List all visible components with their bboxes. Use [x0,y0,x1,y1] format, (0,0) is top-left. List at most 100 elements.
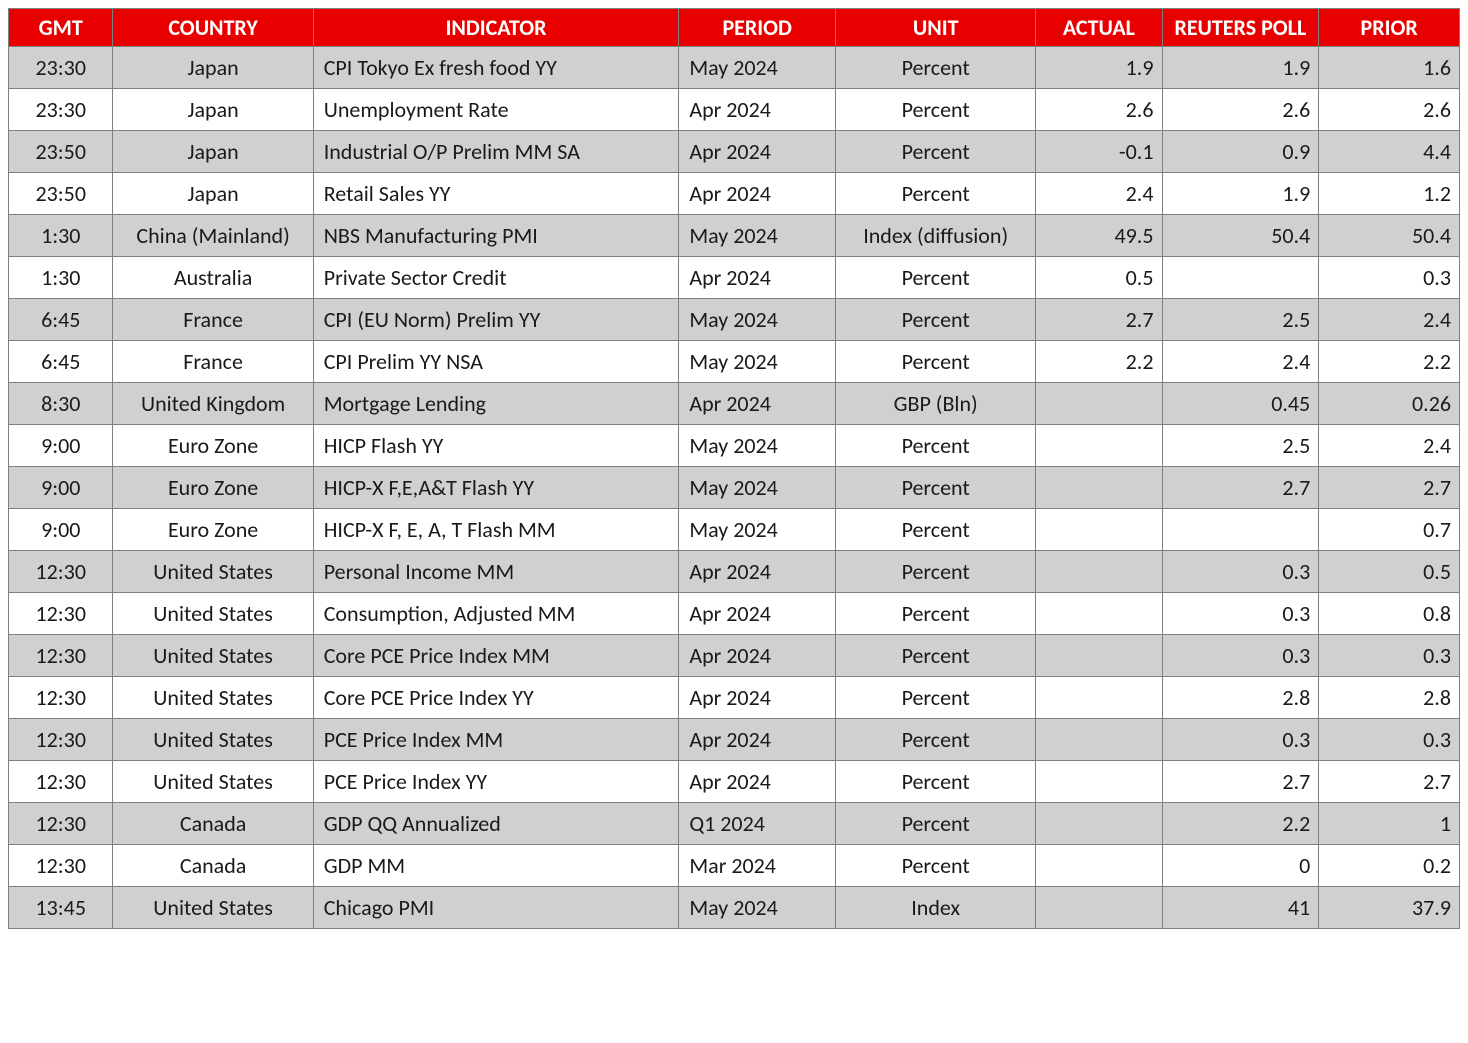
cell-ctry: Australia [113,257,313,299]
table-row: 12:30United StatesPCE Price Index MMApr … [9,719,1460,761]
cell-ctry: United Kingdom [113,383,313,425]
cell-prior: 0.3 [1319,635,1460,677]
cell-poll [1162,509,1319,551]
cell-per: Apr 2024 [679,761,836,803]
table-row: 23:50JapanRetail Sales YYApr 2024Percent… [9,173,1460,215]
cell-ind: Personal Income MM [313,551,679,593]
cell-prior: 0.5 [1319,551,1460,593]
cell-ind: Private Sector Credit [313,257,679,299]
cell-ctry: United States [113,551,313,593]
table-row: 23:50JapanIndustrial O/P Prelim MM SAApr… [9,131,1460,173]
cell-ctry: United States [113,593,313,635]
cell-ind: Industrial O/P Prelim MM SA [313,131,679,173]
cell-per: May 2024 [679,467,836,509]
table-row: 1:30China (Mainland)NBS Manufacturing PM… [9,215,1460,257]
cell-prior: 2.4 [1319,425,1460,467]
cell-unit: Index [836,887,1036,929]
cell-poll: 2.7 [1162,467,1319,509]
cell-prior: 2.7 [1319,761,1460,803]
table-row: 12:30United StatesCore PCE Price Index M… [9,635,1460,677]
cell-ind: HICP-X F, E, A, T Flash MM [313,509,679,551]
cell-prior: 1.6 [1319,47,1460,89]
cell-unit: Percent [836,257,1036,299]
cell-prior: 0.3 [1319,257,1460,299]
cell-gmt: 12:30 [9,551,113,593]
table-row: 23:30JapanUnemployment RateApr 2024Perce… [9,89,1460,131]
cell-ind: Consumption, Adjusted MM [313,593,679,635]
cell-act [1036,383,1162,425]
cell-gmt: 12:30 [9,845,113,887]
cell-act [1036,551,1162,593]
cell-prior: 0.7 [1319,509,1460,551]
cell-per: Apr 2024 [679,257,836,299]
cell-poll: 0.3 [1162,551,1319,593]
cell-ind: Unemployment Rate [313,89,679,131]
cell-per: May 2024 [679,509,836,551]
col-header-period: PERIOD [679,9,836,47]
table-row: 12:30United StatesCore PCE Price Index Y… [9,677,1460,719]
cell-poll: 2.7 [1162,761,1319,803]
cell-act: 1.9 [1036,47,1162,89]
cell-ind: PCE Price Index YY [313,761,679,803]
cell-ctry: Canada [113,803,313,845]
cell-unit: Percent [836,509,1036,551]
cell-gmt: 9:00 [9,467,113,509]
cell-act: 2.4 [1036,173,1162,215]
cell-gmt: 1:30 [9,257,113,299]
cell-gmt: 23:30 [9,89,113,131]
table-row: 8:30United KingdomMortgage LendingApr 20… [9,383,1460,425]
cell-act [1036,845,1162,887]
cell-poll: 2.5 [1162,425,1319,467]
cell-poll: 1.9 [1162,173,1319,215]
cell-prior: 2.2 [1319,341,1460,383]
cell-ind: CPI (EU Norm) Prelim YY [313,299,679,341]
cell-gmt: 6:45 [9,299,113,341]
cell-act [1036,425,1162,467]
cell-ctry: Euro Zone [113,509,313,551]
cell-ctry: China (Mainland) [113,215,313,257]
cell-poll: 2.5 [1162,299,1319,341]
cell-prior: 1 [1319,803,1460,845]
col-header-indicator: INDICATOR [313,9,679,47]
cell-gmt: 12:30 [9,761,113,803]
cell-prior: 0.2 [1319,845,1460,887]
cell-act [1036,509,1162,551]
cell-act [1036,761,1162,803]
cell-prior: 1.2 [1319,173,1460,215]
cell-ctry: Euro Zone [113,467,313,509]
col-header-actual: ACTUAL [1036,9,1162,47]
cell-per: Apr 2024 [679,131,836,173]
cell-unit: Percent [836,593,1036,635]
cell-per: Apr 2024 [679,677,836,719]
cell-ind: Core PCE Price Index YY [313,677,679,719]
cell-poll: 1.9 [1162,47,1319,89]
cell-unit: Percent [836,635,1036,677]
cell-unit: Percent [836,551,1036,593]
table-row: 1:30AustraliaPrivate Sector CreditApr 20… [9,257,1460,299]
cell-prior: 2.6 [1319,89,1460,131]
cell-gmt: 12:30 [9,635,113,677]
cell-act [1036,803,1162,845]
cell-per: May 2024 [679,215,836,257]
cell-gmt: 6:45 [9,341,113,383]
cell-per: Mar 2024 [679,845,836,887]
cell-poll: 0.3 [1162,719,1319,761]
cell-per: Apr 2024 [679,173,836,215]
cell-gmt: 12:30 [9,719,113,761]
cell-unit: Percent [836,299,1036,341]
cell-poll: 0.45 [1162,383,1319,425]
table-row: 12:30CanadaGDP QQ AnnualizedQ1 2024Perce… [9,803,1460,845]
cell-unit: Percent [836,173,1036,215]
cell-ctry: Japan [113,47,313,89]
cell-unit: Percent [836,131,1036,173]
cell-per: May 2024 [679,299,836,341]
cell-act [1036,677,1162,719]
cell-per: May 2024 [679,887,836,929]
cell-unit: Percent [836,677,1036,719]
table-row: 13:45United StatesChicago PMIMay 2024Ind… [9,887,1460,929]
table-row: 6:45FranceCPI Prelim YY NSAMay 2024Perce… [9,341,1460,383]
cell-poll: 0.3 [1162,593,1319,635]
cell-unit: Percent [836,803,1036,845]
cell-poll: 50.4 [1162,215,1319,257]
table-row: 12:30United StatesPCE Price Index YYApr … [9,761,1460,803]
